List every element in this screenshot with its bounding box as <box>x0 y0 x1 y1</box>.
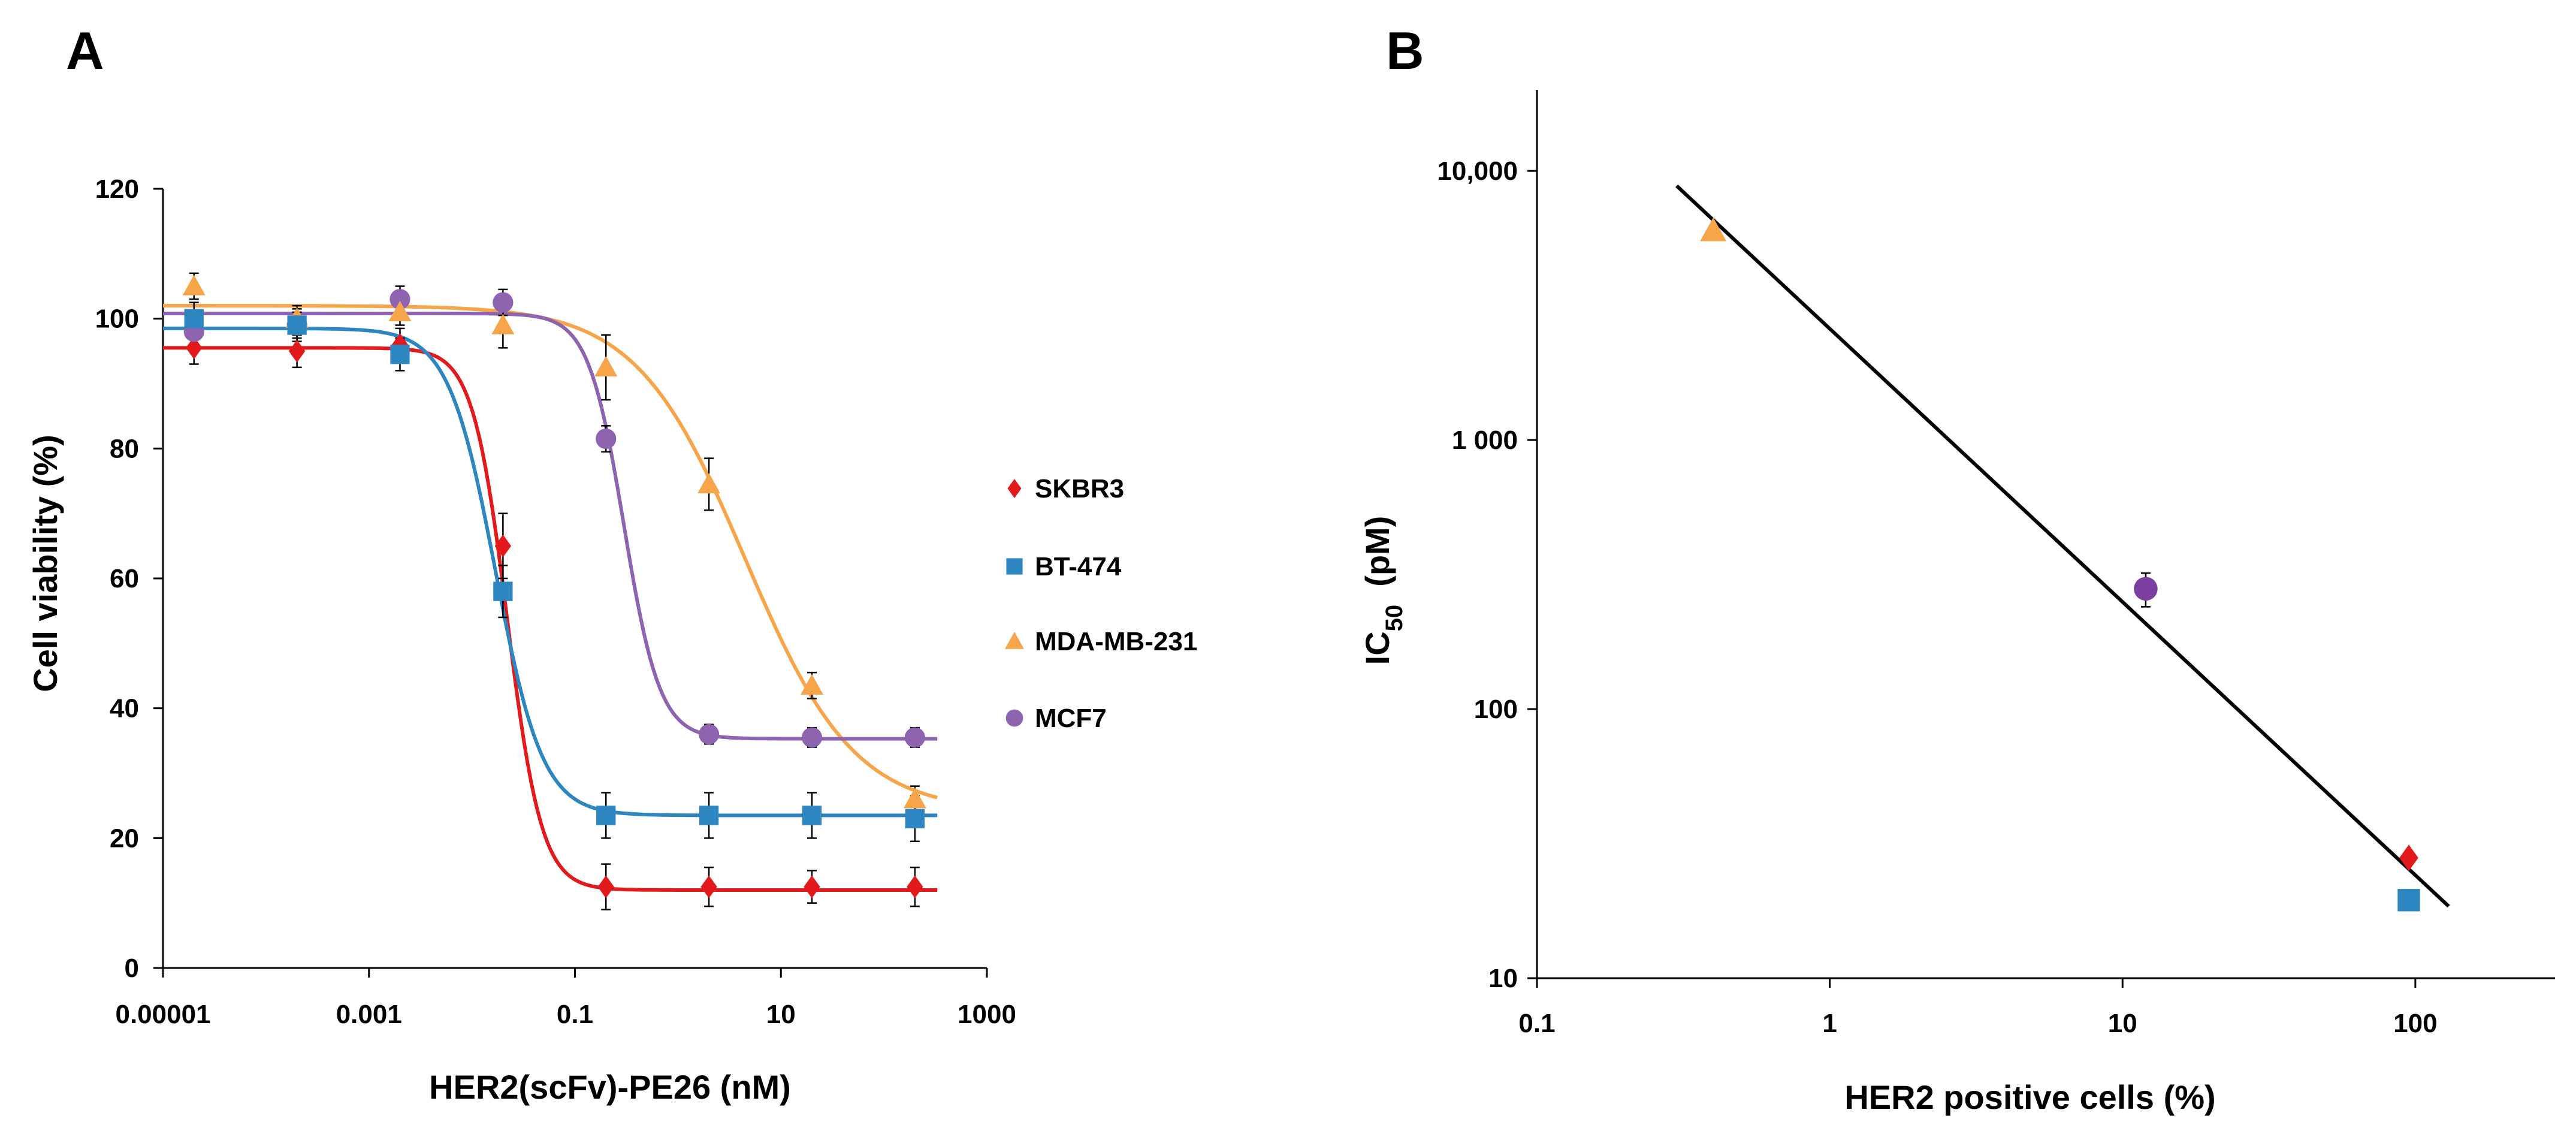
fit-curve-mda-mb-231 <box>163 304 938 800</box>
chart-a-y-tick-label: 80 <box>110 434 139 463</box>
chart-a: 0 20 40 60 80 100 120 0.00001 0.001 0.1 10 1000 HER… <box>26 174 1197 1106</box>
chart-b-y-tick-label: 10,000 <box>1437 156 1518 186</box>
chart-a-x-tick-label: 0.00001 <box>115 1000 210 1029</box>
legend-label-skbr3: SKBR3 <box>1035 474 1124 503</box>
chart-b-y-axis-title-subscript: 50 <box>1381 605 1408 632</box>
data-point-skbr3 <box>804 875 820 898</box>
data-point-skbr3 <box>186 336 203 360</box>
legend-marker-skbr3 <box>1007 479 1022 498</box>
chart-a-y-tick-label: 60 <box>110 564 139 593</box>
chart-a-y-tick-label: 100 <box>95 304 139 334</box>
data-point-mcf7 <box>801 727 823 748</box>
data-point-mda-mb-231 <box>491 313 515 334</box>
data-point-mda-mb-231 <box>1700 217 1727 242</box>
data-point-mda-mb-231 <box>388 300 412 322</box>
data-point-bt-474 <box>2397 889 2420 912</box>
data-point-bt-474 <box>390 345 410 364</box>
chart-a-y-tick-label: 20 <box>110 824 139 853</box>
chart-b-x-tick-label: 10 <box>2108 1009 2137 1038</box>
data-point-bt-474 <box>184 309 204 328</box>
chart-a-legend: SKBR3 BT-474 MDA-MB-231 MCF7 <box>1005 474 1197 733</box>
chart-b-x-tick-label: 1 <box>1822 1009 1837 1038</box>
data-point-bt-474 <box>596 806 616 825</box>
chart-b-x-axis-title: HER2 positive cells (%) <box>1844 1078 2215 1116</box>
legend-label-bt-474: BT-474 <box>1035 552 1122 581</box>
data-point-bt-474 <box>493 581 513 601</box>
data-point-mcf7 <box>699 723 720 745</box>
fit-curve-bt-474 <box>163 326 938 818</box>
data-point-mcf7 <box>596 428 617 450</box>
data-point-mcf7 <box>2134 577 2158 601</box>
data-point-bt-474 <box>287 315 307 335</box>
chart-a-x-tick-label: 1000 <box>958 1000 1016 1029</box>
chart-a-x-tick-label: 10 <box>766 1000 796 1029</box>
data-point-mda-mb-231 <box>800 674 823 695</box>
trend-line <box>1675 184 2450 908</box>
chart-a-y-axis-title: Cell viability (%) <box>26 435 64 692</box>
data-point-skbr3 <box>494 534 512 557</box>
chart-b-x-tick-label: 100 <box>2393 1009 2437 1038</box>
data-point-mcf7 <box>493 292 514 313</box>
chart-a-x-tick-label: 0.001 <box>336 1000 402 1029</box>
chart-b-y-tick-label: 100 <box>1474 695 1518 724</box>
data-point-mcf7 <box>389 289 410 310</box>
chart-a-y-tick-label: 40 <box>110 694 139 723</box>
panel-label-b: B <box>1386 21 1424 80</box>
data-point-skbr3 <box>907 875 923 898</box>
data-point-bt-474 <box>905 809 925 828</box>
data-point-skbr3 <box>288 339 306 363</box>
data-point-mda-mb-231 <box>594 355 618 377</box>
fit-curve-mcf7 <box>163 312 938 741</box>
chart-a-y-tick-label: 0 <box>125 954 139 983</box>
chart-b-x-tick-label: 0.1 <box>1518 1009 1555 1038</box>
data-point-mda-mb-231 <box>697 472 721 494</box>
chart-b-y-tick-label: 1 000 <box>1452 426 1518 455</box>
data-point-skbr3 <box>700 875 717 898</box>
data-point-bt-474 <box>802 806 822 825</box>
data-point-bt-474 <box>699 806 719 825</box>
chart-b-y-axis-title: IC50 (pM) <box>1358 516 1408 665</box>
chart-a-y-tick-label: 120 <box>95 174 139 204</box>
chart-a-points <box>182 275 926 898</box>
chart-b-y-axis-title-main: IC <box>1358 631 1396 665</box>
legend-marker-mcf7 <box>1005 709 1023 727</box>
chart-b-ticks: 10 100 1 000 10,000 0.1 1 10 100 <box>1437 156 2437 1038</box>
data-point-skbr3 <box>597 875 614 898</box>
legend-marker-bt-474 <box>1006 558 1023 575</box>
legend-label-mda-mb-231: MDA-MB-231 <box>1035 627 1197 656</box>
panel-label-a: A <box>66 21 104 80</box>
chart-a-ticks: 0 20 40 60 80 100 120 0.00001 0.001 0.1 10 1000 <box>95 174 1016 1029</box>
chart-b: 10 100 1 000 10,000 0.1 1 10 100 HER2 positive … <box>1358 90 2555 1116</box>
chart-b-points <box>1700 217 2420 912</box>
data-point-mcf7 <box>904 727 925 748</box>
chart-a-x-axis-title: HER2(scFv)-PE26 (nM) <box>429 1068 791 1106</box>
legend-marker-mda-mb-231 <box>1005 632 1024 649</box>
chart-b-y-axis-title-unit: (pM) <box>1358 516 1396 587</box>
data-point-skbr3 <box>2399 845 2418 871</box>
legend-label-mcf7: MCF7 <box>1035 704 1107 733</box>
chart-b-trendline <box>1675 184 2450 908</box>
chart-a-x-tick-label: 0.1 <box>557 1000 593 1029</box>
data-point-mda-mb-231 <box>903 788 926 809</box>
chart-a-fit-curves <box>163 304 938 892</box>
chart-b-y-tick-label: 10 <box>1488 964 1518 993</box>
data-point-mda-mb-231 <box>182 275 206 295</box>
